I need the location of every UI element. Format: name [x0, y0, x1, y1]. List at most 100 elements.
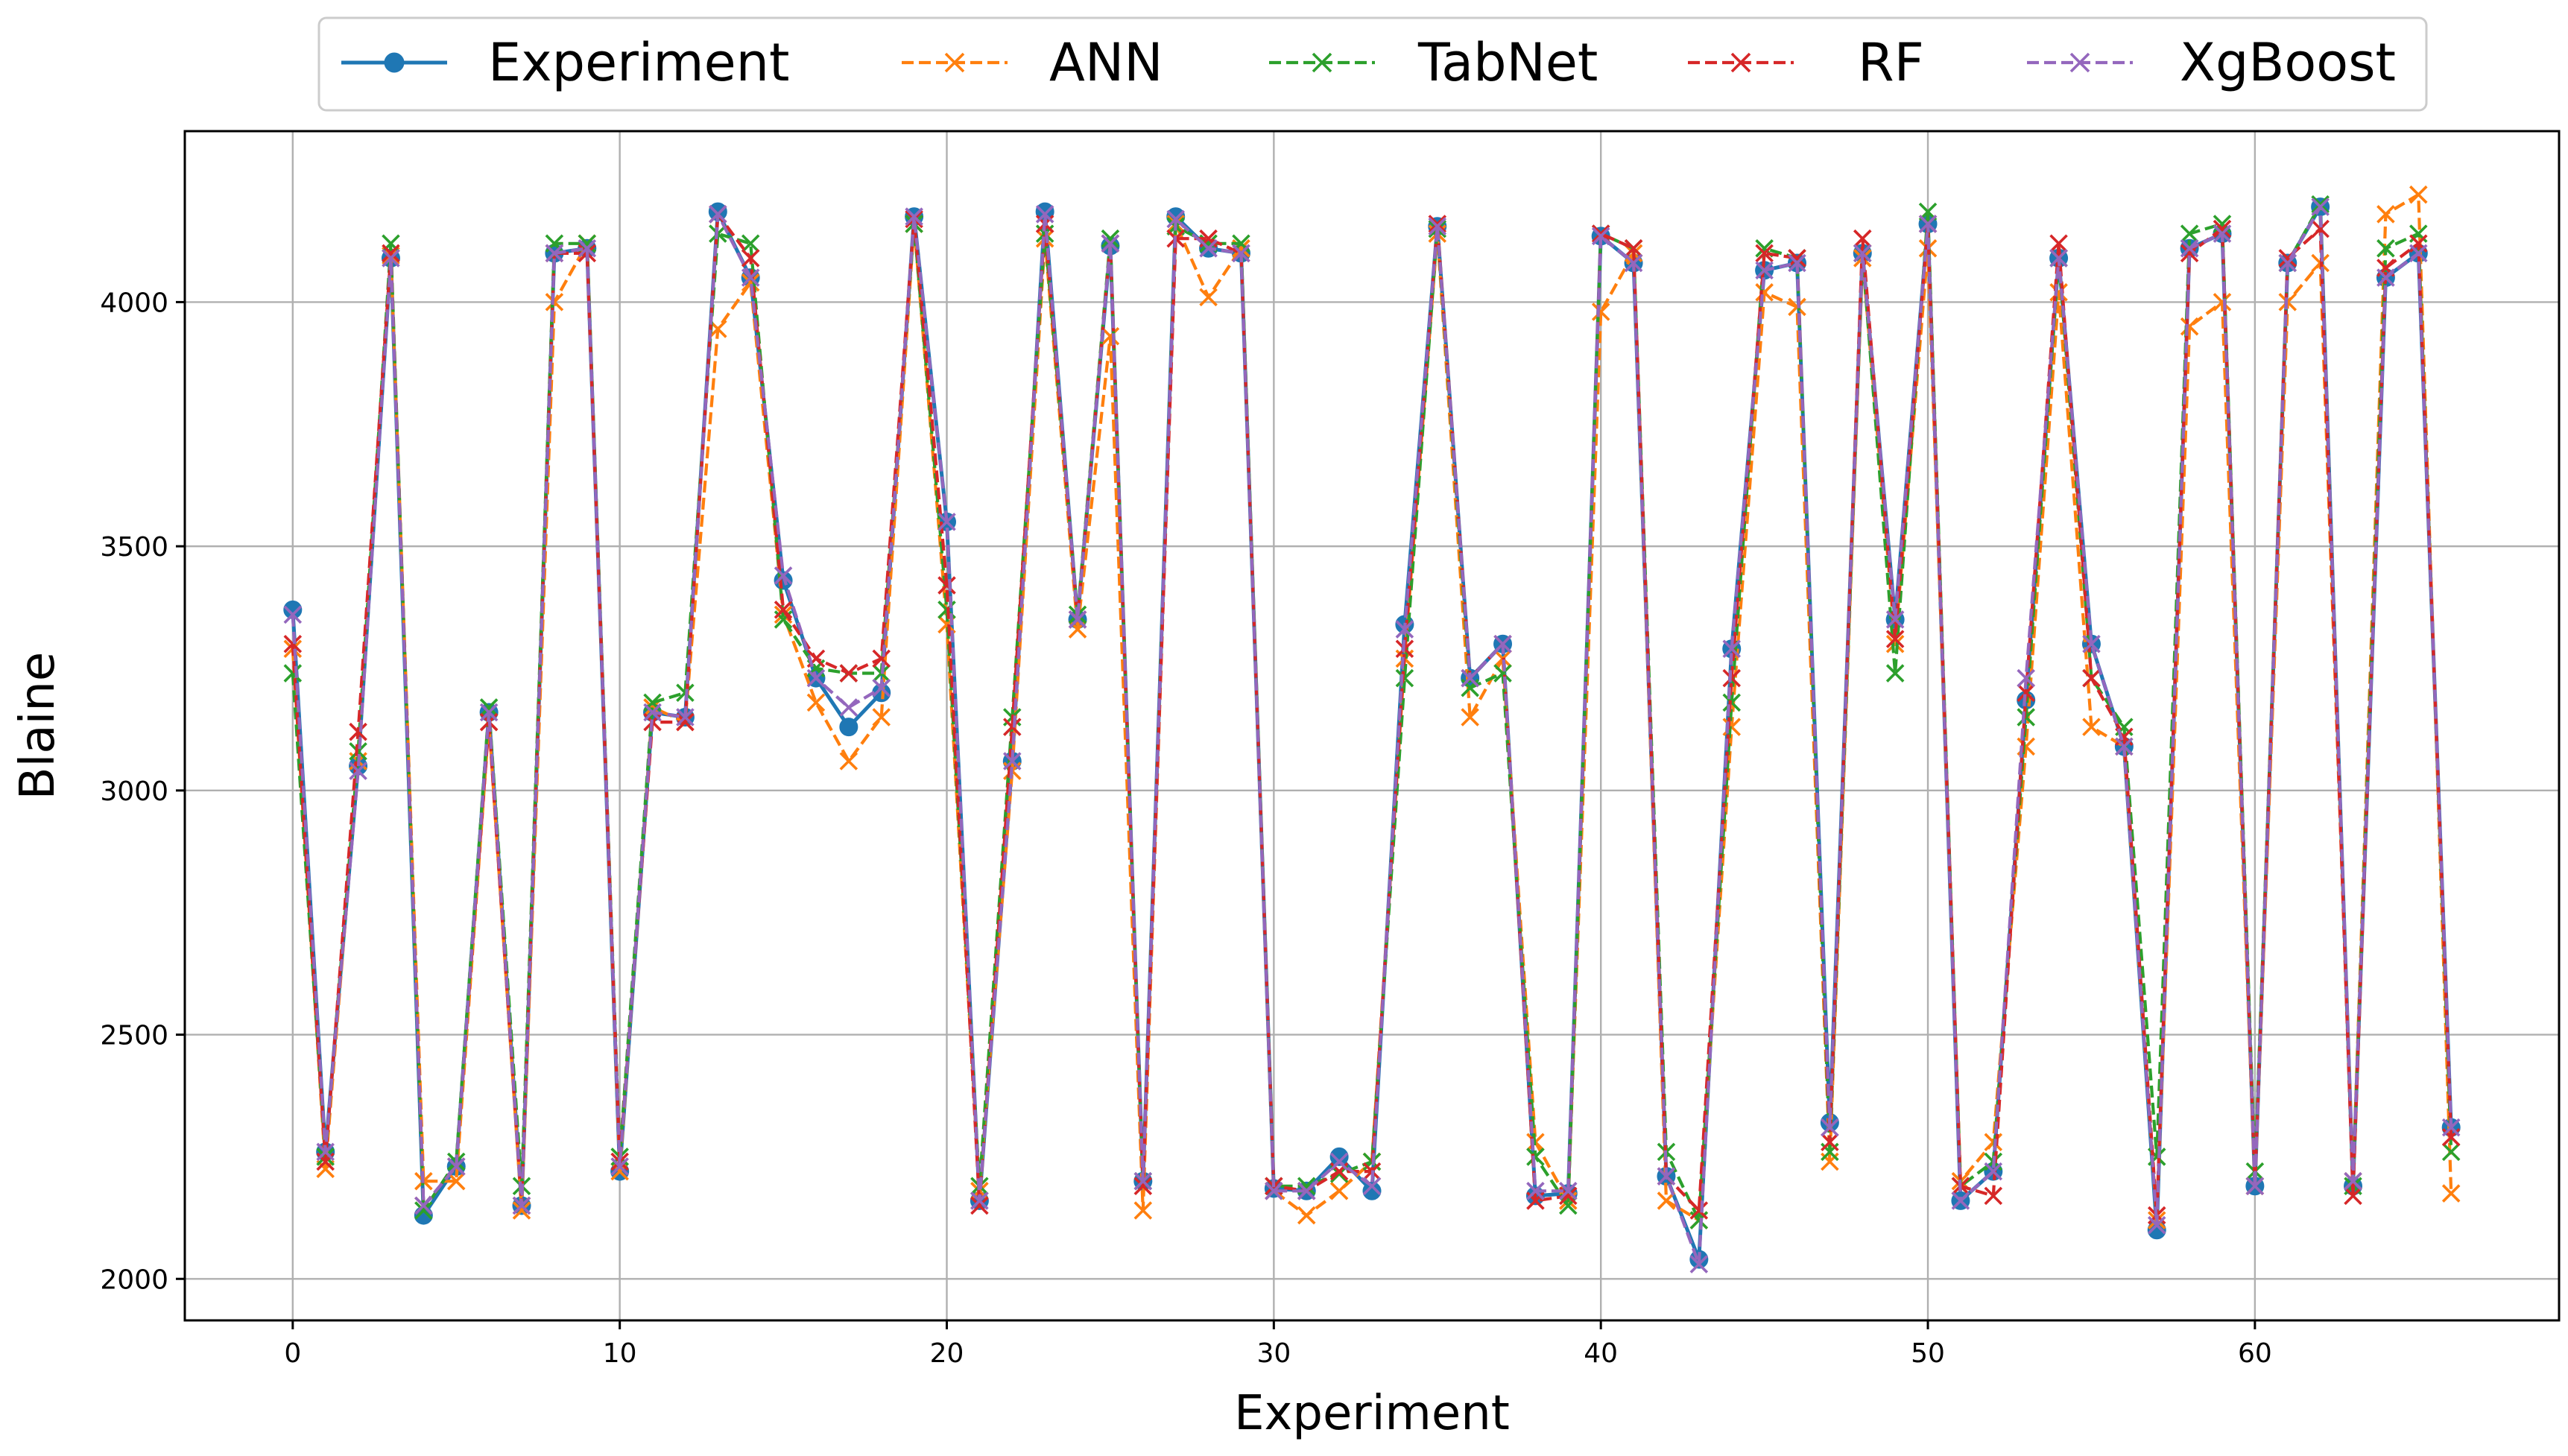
data-point-rf: [839, 664, 858, 683]
data-point-xgboost: [1297, 1182, 1316, 1200]
data-point-rf: [2180, 244, 2199, 263]
data-point-xgboost: [1788, 253, 1806, 273]
data-point-xgboost: [1362, 1177, 1382, 1196]
data-point-xgboost: [937, 513, 956, 531]
x-tick-label: 40: [1584, 1338, 1618, 1369]
data-point-xgboost: [1199, 239, 1218, 258]
data-point-xgboost: [872, 678, 891, 697]
data-point-ann: [839, 752, 858, 770]
data-point-xgboost: [774, 566, 793, 585]
data-point-rf: [970, 1196, 989, 1215]
data-point-ann: [741, 273, 760, 292]
data-point-rf: [2344, 1186, 2362, 1206]
data-point-tabnet: [1526, 1148, 1545, 1166]
data-point-xgboost: [414, 1196, 433, 1215]
data-point-xgboost: [1035, 205, 1054, 224]
data-point-xgboost: [1526, 1182, 1545, 1200]
data-point-ann: [2441, 1184, 2461, 1203]
data-point-rf: [741, 249, 760, 268]
data-point-ann: [2180, 317, 2199, 336]
data-point-xgboost: [905, 207, 923, 226]
series-xgboost: [283, 197, 2461, 1273]
data-point-xgboost: [1722, 639, 1742, 659]
data-point-tabnet: [1885, 664, 1905, 683]
data-point-rf: [1689, 1201, 1709, 1220]
legend-item-tabnet: TabNet: [1269, 32, 1598, 93]
data-point-ann: [1591, 303, 1610, 321]
data-point-xgboost: [1101, 234, 1120, 253]
data-point-xgboost: [2049, 249, 2068, 268]
data-point-ann: [1101, 327, 1120, 346]
data-point-tabnet: [2376, 239, 2395, 258]
data-point-tabnet: [1493, 664, 1512, 683]
y-tick-label: 3500: [100, 532, 168, 563]
data-point-rf: [1428, 215, 1447, 233]
data-point-rf: [1853, 229, 1872, 248]
data-point-xgboost: [1559, 1182, 1578, 1200]
y-tick-label: 2500: [100, 1021, 168, 1051]
data-point-rf: [2017, 683, 2035, 703]
legend-label-xgboost: XgBoost: [2180, 32, 2396, 93]
data-point-xgboost: [1166, 209, 1185, 229]
data-point-ann: [872, 708, 891, 727]
data-point-rf: [774, 601, 793, 619]
data-point-xgboost: [1493, 634, 1512, 653]
y-tick-label: 2000: [100, 1264, 168, 1295]
data-point-ann: [1199, 288, 1218, 307]
data-point-xgboost: [2344, 1171, 2362, 1191]
data-point-rf: [1624, 239, 1643, 258]
data-point-ann: [806, 693, 826, 712]
data-point-xgboost: [2082, 634, 2101, 653]
data-point-rf: [1755, 244, 1774, 263]
data-point-xgboost: [382, 249, 400, 268]
data-point-ann: [1133, 1201, 1153, 1220]
x-tick-label: 50: [1911, 1338, 1945, 1369]
data-point-ann: [1755, 283, 1774, 302]
x-tick-label: 20: [930, 1338, 964, 1369]
data-point-xgboost: [2115, 737, 2134, 756]
y-axis-label: Blaine: [10, 652, 66, 800]
legend-item-xgboost: XgBoost: [2027, 32, 2396, 93]
data-point-xgboost: [2245, 1177, 2265, 1196]
data-point-xgboost: [1951, 1191, 1970, 1210]
legend-marker-experiment: [384, 52, 405, 73]
data-point-xgboost: [2441, 1118, 2461, 1137]
data-point-ann: [446, 1171, 466, 1191]
data-point-rf: [283, 634, 303, 653]
plot-series: [283, 185, 2461, 1273]
x-axis: 0 10 20 30 40 50 60: [284, 1320, 2272, 1369]
data-point-rf: [872, 649, 891, 668]
data-point-xgboost: [2213, 224, 2232, 243]
data-point-xgboost: [806, 668, 826, 688]
x-tick-label: 60: [2238, 1338, 2272, 1369]
legend-label-ann: ANN: [1049, 32, 1163, 93]
data-point-experiment: [1329, 1147, 1349, 1166]
data-point-rf: [382, 244, 400, 263]
legend-item-rf: RF: [1688, 32, 1924, 93]
data-point-ann: [1297, 1206, 1316, 1225]
legend-label-rf: RF: [1858, 32, 1924, 93]
data-point-xgboost: [709, 205, 727, 224]
data-point-xgboost: [545, 244, 564, 263]
data-point-xgboost: [1591, 227, 1610, 246]
x-tick-label: 0: [284, 1338, 301, 1369]
data-point-xgboost: [578, 239, 597, 258]
data-point-xgboost: [1853, 244, 1872, 263]
data-point-xgboost: [2147, 1215, 2166, 1235]
data-point-xgboost: [512, 1196, 531, 1215]
legend-item-ann: ANN: [902, 32, 1163, 93]
data-point-rf: [1002, 718, 1022, 736]
data-point-xgboost: [2017, 668, 2035, 688]
data-point-tabnet: [2441, 1142, 2461, 1162]
data-point-tabnet: [283, 664, 303, 683]
data-point-xgboost: [1068, 610, 1087, 629]
data-point-experiment: [839, 718, 858, 737]
legend-marker-xgboost: [2069, 52, 2090, 73]
data-point-tabnet: [2180, 224, 2199, 243]
data-point-ann: [512, 1201, 531, 1220]
data-point-xgboost: [283, 605, 303, 624]
data-point-rf: [2213, 219, 2232, 238]
legend-marker-rf: [1730, 52, 1751, 73]
data-point-xgboost: [1984, 1162, 2003, 1181]
data-point-xgboost: [1624, 253, 1643, 273]
